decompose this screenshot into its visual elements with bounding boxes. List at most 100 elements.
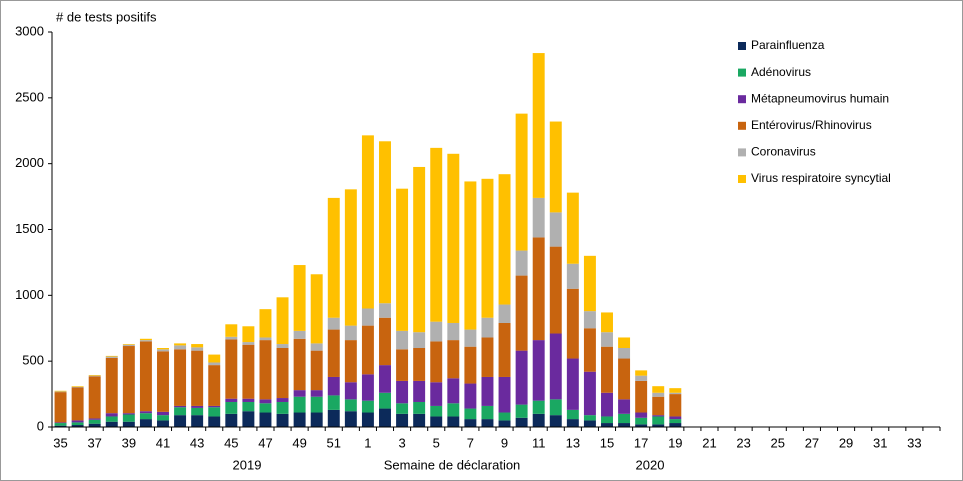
y-axis-label: # de tests positifs bbox=[56, 9, 157, 24]
bar-segment bbox=[549, 212, 562, 247]
bar-segment bbox=[498, 376, 511, 413]
bar-segment bbox=[122, 421, 135, 427]
bar-segment bbox=[481, 317, 494, 338]
bar-segment bbox=[276, 398, 289, 402]
bar-segment bbox=[396, 349, 409, 381]
bar-segment bbox=[396, 330, 409, 350]
x-tick-label: 27 bbox=[805, 435, 819, 450]
bar-segment bbox=[71, 420, 84, 423]
legend-swatch bbox=[738, 42, 746, 50]
bar-segment bbox=[344, 189, 357, 326]
y-tick-label: 2500 bbox=[15, 89, 44, 104]
bar-segment bbox=[652, 386, 665, 393]
bar-segment bbox=[242, 326, 255, 343]
bar-segment bbox=[515, 113, 528, 251]
bar-segment bbox=[481, 405, 494, 420]
bar-segment bbox=[566, 358, 579, 410]
bar-segment bbox=[566, 192, 579, 264]
x-tick-label: 17 bbox=[634, 435, 648, 450]
bar-segment bbox=[447, 378, 460, 404]
bar-segment bbox=[635, 380, 648, 413]
bar-segment bbox=[293, 330, 306, 339]
bar-segment bbox=[88, 375, 101, 377]
bar-segment bbox=[532, 53, 545, 198]
bar-segment bbox=[652, 415, 665, 417]
bar-segment bbox=[498, 174, 511, 305]
bar-segment bbox=[139, 411, 152, 414]
bar-segment bbox=[225, 413, 238, 427]
bar-segment bbox=[635, 424, 648, 427]
bar-segment bbox=[583, 328, 596, 372]
bar-segment bbox=[583, 415, 596, 421]
bar-segment bbox=[549, 415, 562, 427]
bar-segment bbox=[669, 419, 682, 424]
bar-segment bbox=[464, 181, 477, 330]
bar-segment bbox=[310, 396, 323, 413]
bar-segment bbox=[225, 336, 238, 340]
bar-segment bbox=[122, 344, 135, 345]
x-tick-label: 39 bbox=[122, 435, 136, 450]
bar-segment bbox=[327, 317, 340, 330]
bar-segment bbox=[413, 332, 426, 348]
bar-segment bbox=[515, 417, 528, 427]
bar-segment bbox=[361, 135, 374, 309]
bar-segment bbox=[515, 404, 528, 418]
x-tick-label: 41 bbox=[156, 435, 170, 450]
legend-label: Adénovirus bbox=[751, 65, 811, 79]
bar-segment bbox=[225, 398, 238, 402]
bar-segment bbox=[327, 409, 340, 427]
x-tick-label: 25 bbox=[771, 435, 785, 450]
bar-segment bbox=[601, 423, 613, 427]
bar-segment bbox=[310, 343, 323, 351]
bar-segment bbox=[54, 390, 67, 392]
bar-segment bbox=[549, 246, 562, 334]
bar-segment bbox=[276, 297, 289, 345]
bar-segment bbox=[122, 414, 135, 422]
legend-label: Parainfluenza bbox=[751, 38, 825, 52]
bar-segment bbox=[259, 340, 272, 400]
bar-segment bbox=[174, 415, 187, 427]
bar-segment bbox=[515, 350, 528, 405]
bar-segment bbox=[447, 322, 460, 341]
bar-segment bbox=[105, 416, 118, 422]
bar-segment bbox=[327, 395, 340, 410]
legend-swatch bbox=[738, 121, 746, 130]
bar-segment bbox=[464, 408, 477, 420]
bar-segment bbox=[379, 141, 391, 304]
bar-segment bbox=[361, 325, 374, 375]
bar-segment bbox=[379, 392, 391, 409]
bar-segment bbox=[344, 382, 357, 400]
bar-segment bbox=[225, 324, 238, 337]
y-tick-label: 1500 bbox=[15, 221, 44, 236]
bar-segment bbox=[532, 340, 545, 401]
bar-segment bbox=[532, 400, 545, 414]
bar-segment bbox=[327, 329, 340, 377]
x-tick-label: 29 bbox=[839, 435, 853, 450]
bar-segment bbox=[293, 412, 306, 427]
bar-segment bbox=[344, 325, 357, 341]
bar-segment bbox=[191, 407, 204, 416]
bar-segment bbox=[601, 416, 613, 424]
bar-segment bbox=[105, 357, 118, 414]
bar-segment bbox=[464, 383, 477, 409]
bar-segment bbox=[225, 401, 238, 414]
bar-segment bbox=[447, 416, 460, 427]
bar-segment bbox=[139, 419, 152, 427]
bar-segment bbox=[157, 349, 169, 352]
legend-swatch bbox=[738, 175, 746, 183]
bar-segment bbox=[361, 412, 374, 427]
bar-segment bbox=[310, 412, 323, 427]
legend-label: Métapneumovirus humain bbox=[751, 91, 889, 105]
bar-segment bbox=[293, 396, 306, 413]
bar-segment bbox=[652, 396, 665, 416]
bar-segment bbox=[498, 304, 511, 323]
bar-segment bbox=[139, 340, 152, 342]
bar-segment bbox=[276, 401, 289, 414]
bar-segment bbox=[515, 275, 528, 351]
x-tick-label: 1 bbox=[364, 435, 371, 450]
bar-segment bbox=[669, 394, 682, 417]
bar-segment bbox=[54, 392, 67, 423]
year-label: 2019 bbox=[233, 457, 262, 472]
bar-segment bbox=[549, 333, 562, 400]
bar-segment bbox=[481, 376, 494, 406]
